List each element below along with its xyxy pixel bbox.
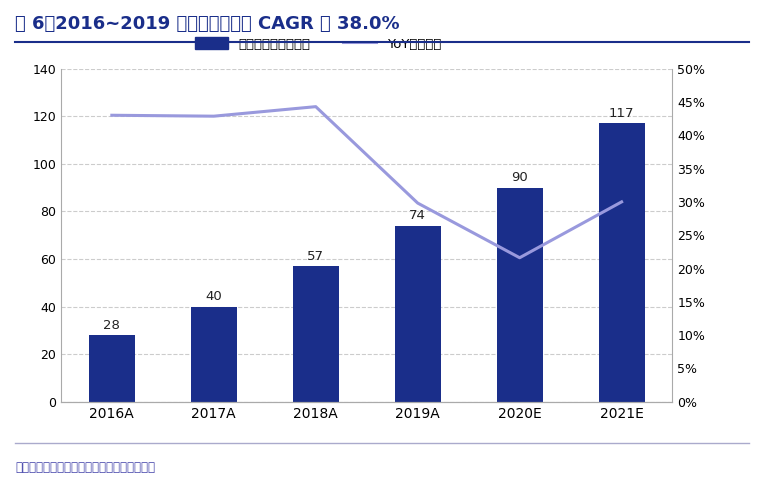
Text: 40: 40 — [206, 290, 222, 303]
Text: 28: 28 — [103, 318, 120, 332]
Text: 117: 117 — [609, 107, 634, 120]
Legend: 卡萨帝收入（亿元）, YoY（右轴）: 卡萨帝收入（亿元）, YoY（右轴） — [189, 32, 446, 56]
Bar — [89, 335, 134, 402]
Bar — [191, 307, 237, 402]
Text: 资料来源：海尔智家公告，安信证券研究中心: 资料来源：海尔智家公告，安信证券研究中心 — [15, 461, 155, 474]
Text: 74: 74 — [410, 209, 426, 222]
Bar — [497, 188, 542, 402]
Bar — [293, 266, 338, 402]
Text: 图 6：2016~2019 年，卡萨帝收入 CAGR 为 38.0%: 图 6：2016~2019 年，卡萨帝收入 CAGR 为 38.0% — [15, 15, 400, 33]
Text: 90: 90 — [511, 171, 528, 184]
Bar — [395, 226, 441, 402]
Bar — [599, 123, 645, 402]
Text: 57: 57 — [307, 249, 324, 263]
